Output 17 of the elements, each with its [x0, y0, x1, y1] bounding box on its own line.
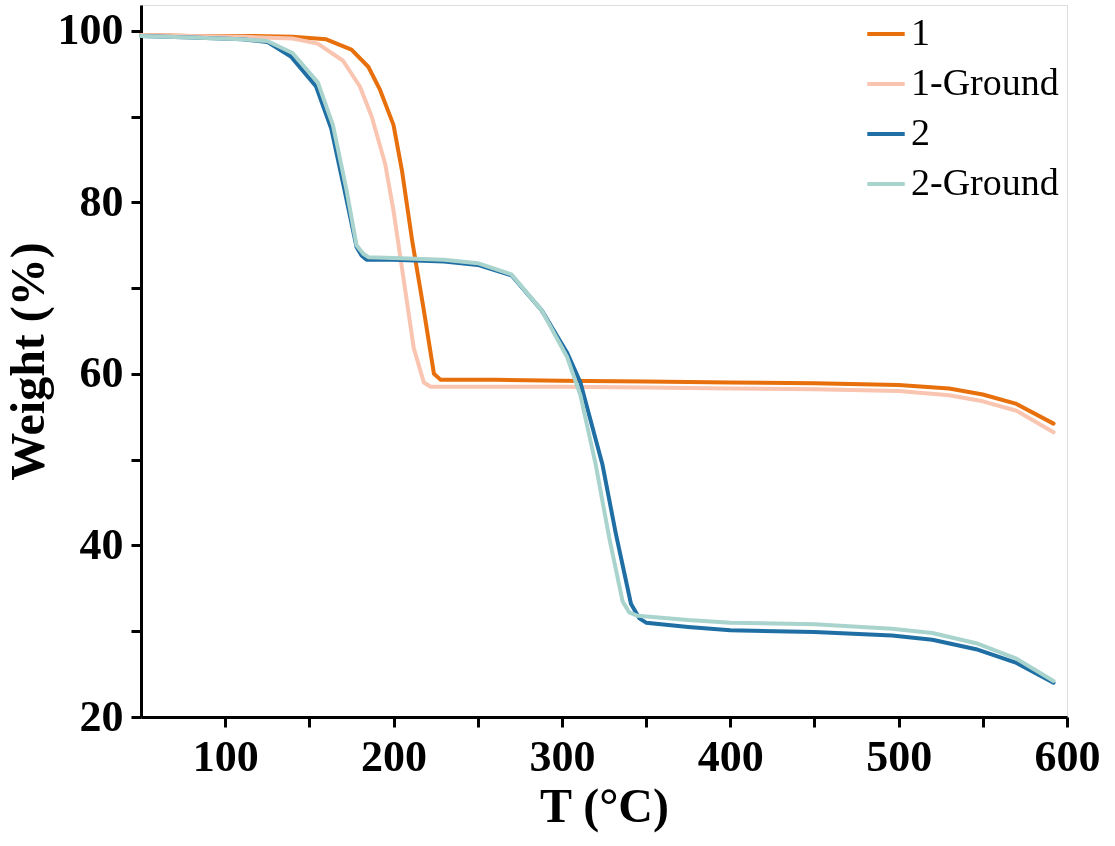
legend-label: 2-Ground [911, 161, 1059, 203]
x-tick-label: 600 [1034, 731, 1101, 781]
x-axis-title: T (°C) [540, 778, 669, 833]
x-tick-label: 300 [529, 731, 596, 781]
legend-label: 1-Ground [911, 61, 1059, 103]
y-tick-label: 60 [79, 348, 124, 398]
y-tick-label: 80 [79, 176, 124, 226]
y-tick-label: 20 [79, 691, 124, 741]
y-axis-title: Weight (%) [0, 242, 55, 481]
legend-label: 2 [911, 111, 930, 153]
x-tick-label: 100 [192, 731, 259, 781]
x-tick-label: 200 [361, 731, 428, 781]
legend-label: 1 [911, 11, 930, 53]
x-tick-label: 400 [697, 731, 764, 781]
x-tick-label: 500 [866, 731, 933, 781]
y-tick-label: 100 [57, 5, 124, 55]
y-tick-label: 40 [79, 519, 124, 569]
